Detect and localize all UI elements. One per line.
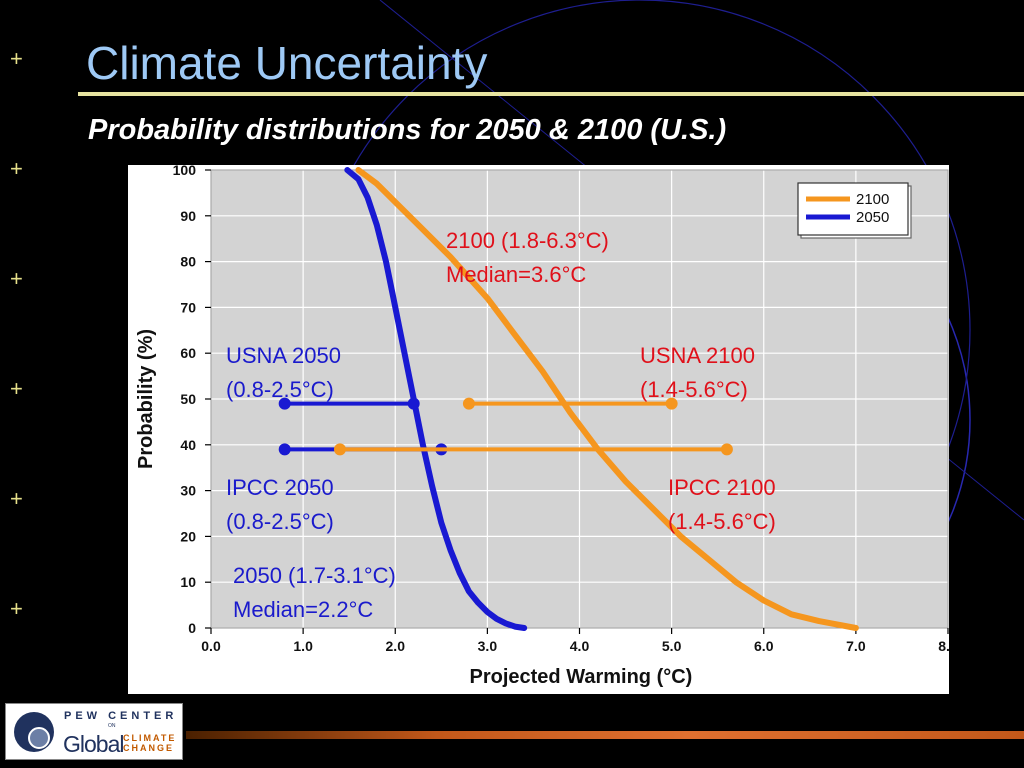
bullet-plus: + (10, 376, 23, 401)
logo-line-small: ON (108, 723, 116, 729)
y-axis-label: Probability (%) (135, 329, 157, 469)
slide-title: Climate Uncertainty (86, 37, 488, 89)
range-endpoint (333, 443, 346, 456)
x-tick-label: 3.0 (478, 638, 498, 654)
annotation-text: (1.4-5.6°C) (640, 377, 748, 402)
annotation-text: 2050 (1.7-3.1°C) (233, 563, 396, 588)
x-tick-label: 2.0 (386, 638, 406, 654)
annotation-text: USNA 2050 (226, 343, 341, 368)
x-tick-label: 5.0 (662, 638, 682, 654)
y-tick-label: 100 (173, 165, 197, 178)
range-endpoint (278, 397, 291, 410)
slide-subtitle: Probability distributions for 2050 & 210… (88, 114, 727, 146)
pew-center-logo: PEW CENTER ON Global CLIMATE CHANGE (5, 703, 183, 760)
bullet-plus: + (10, 156, 23, 181)
bullet-plus: + (10, 266, 23, 291)
series-line-2050 (344, 167, 528, 631)
annotation-text: IPCC 2050 (226, 475, 334, 500)
logo-climate-word: CLIMATE (123, 733, 177, 743)
y-tick-label: 50 (180, 391, 196, 407)
legend-label: 2050 (856, 209, 889, 226)
x-tick-label: 6.0 (754, 638, 774, 654)
x-tick-label: 1.0 (293, 638, 313, 654)
title-underline (78, 92, 1024, 96)
bullet-plus: + (10, 486, 23, 511)
bullet-plus: + (10, 46, 23, 71)
range-endpoint (462, 397, 475, 410)
x-tick-label: 8.0 (938, 638, 949, 654)
x-tick-label: 7.0 (846, 638, 866, 654)
annotation-text: (1.4-5.6°C) (668, 509, 776, 534)
y-tick-label: 90 (180, 208, 196, 224)
annotation-text: Median=2.2°C (233, 597, 373, 622)
bullet-plus: + (10, 596, 23, 621)
annotation-text: USNA 2100 (640, 343, 755, 368)
chart-panel: 0.0 1.0 2.0 3.0 4.0 5.0 6.0 7.0 8.0 0 10 20 30 40 50 60… (128, 165, 949, 694)
annotation-text: 2100 (1.8-6.3°C) (446, 228, 609, 253)
x-axis-label: Projected Warming (°C) (470, 666, 693, 688)
range-endpoint (720, 443, 733, 456)
y-tick-label: 0 (188, 620, 196, 636)
annotation-text: (0.8-2.5°C) (226, 377, 334, 402)
logo-global-word: Global (63, 731, 124, 757)
y-tick-label: 80 (180, 254, 196, 270)
logo-change-word: CHANGE (123, 743, 175, 753)
annotation-text: Median=3.6°C (446, 262, 586, 287)
globe-icon (14, 712, 54, 752)
probability-chart: 0.0 1.0 2.0 3.0 4.0 5.0 6.0 7.0 8.0 0 10 20 30 40 50 60… (135, 165, 949, 688)
range-endpoint (665, 397, 678, 410)
range-endpoint (278, 443, 291, 456)
x-tick-label: 4.0 (570, 638, 590, 654)
y-tick-label: 40 (180, 437, 196, 453)
annotation-text: (0.8-2.5°C) (226, 509, 334, 534)
range-endpoint (407, 397, 420, 410)
logo-line-1: PEW CENTER (64, 710, 178, 722)
y-tick-label: 10 (180, 574, 196, 590)
y-tick-label: 30 (180, 483, 196, 499)
annotation-text: IPCC 2100 (668, 475, 776, 500)
footer-bar (186, 731, 1024, 739)
logo-climate-change: CLIMATE CHANGE (123, 733, 183, 753)
y-tick-label: 60 (180, 345, 196, 361)
legend-label: 2100 (856, 191, 889, 208)
legend-box-front (797, 182, 909, 236)
y-tick-label: 20 (180, 528, 196, 544)
y-tick-label: 70 (180, 299, 196, 315)
x-tick-label: 0.0 (201, 638, 221, 654)
